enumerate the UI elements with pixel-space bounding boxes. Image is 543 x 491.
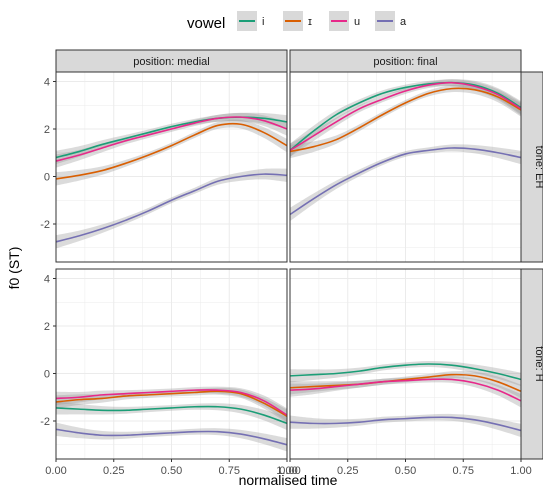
confidence-band xyxy=(290,79,521,158)
series-line xyxy=(290,416,521,432)
panel-data xyxy=(56,112,287,249)
y-tick-label: 2 xyxy=(44,321,50,333)
legend-title: vowel xyxy=(187,15,225,32)
y-tick-label: 0 xyxy=(44,369,50,381)
y-tick-label: 4 xyxy=(44,77,50,89)
legend-item: a xyxy=(375,11,407,31)
confidence-band xyxy=(290,375,521,408)
x-axis-title: normalised time xyxy=(239,472,338,488)
confidence-band xyxy=(290,370,521,398)
series-line xyxy=(56,390,287,417)
x-tick-label: 0.50 xyxy=(395,465,416,477)
y-tick-label: 0 xyxy=(44,172,50,184)
legend-label: i xyxy=(262,16,264,28)
series-line xyxy=(56,173,287,243)
series-line xyxy=(290,81,521,152)
y-tick-label: -2 xyxy=(40,219,50,231)
x-tick-label: 0.25 xyxy=(103,465,124,477)
panel-data xyxy=(290,79,521,222)
series-line xyxy=(56,122,287,180)
series-line xyxy=(56,116,287,162)
series-line xyxy=(56,428,287,446)
panel-data xyxy=(290,360,521,438)
series-line xyxy=(290,373,521,393)
y-tick-label: -2 xyxy=(40,416,50,428)
panel-border xyxy=(289,71,522,263)
series-line xyxy=(56,405,287,425)
confidence-band xyxy=(56,119,287,186)
x-tick-label: 0.75 xyxy=(453,465,474,477)
series-line xyxy=(290,147,521,216)
facet-strip-label: tone: EH xyxy=(533,146,543,189)
x-tick-label: 0.50 xyxy=(161,465,182,477)
legend-item: u xyxy=(329,11,360,31)
legend-label: u xyxy=(354,16,360,28)
gridlines xyxy=(289,269,522,459)
confidence-band xyxy=(290,79,521,158)
series-line xyxy=(290,363,521,381)
legend-item: i xyxy=(237,11,264,31)
x-tick-label: 0.00 xyxy=(45,465,66,477)
series-line xyxy=(290,378,521,402)
facet-strip-row: tone: EH xyxy=(520,71,543,263)
x-tick-label: 1.00 xyxy=(276,465,297,477)
y-tick-label: 2 xyxy=(44,124,50,136)
confidence-band xyxy=(56,168,287,249)
x-tick-label: 0.75 xyxy=(219,465,240,477)
x-tick-label: 0.25 xyxy=(337,465,358,477)
facet-panel: 0.00 0.25 0.50 0.75 1.00 xyxy=(279,268,532,477)
facet-strip-label: position: final xyxy=(373,56,437,68)
facet-strip-label: tone: H xyxy=(533,346,543,382)
confidence-band xyxy=(290,84,521,159)
panel-border xyxy=(55,71,288,263)
series-line xyxy=(56,389,287,416)
facet-panel: -2 0 2 4 0.00 0.25 0.50 0.75 1.00 xyxy=(40,268,298,477)
facet-strip-row: tone: H xyxy=(520,268,543,460)
confidence-band xyxy=(56,401,287,431)
legend-item: ɪ xyxy=(283,11,312,31)
facet-panel: -2 0 2 4 xyxy=(40,71,288,263)
series-line xyxy=(290,87,521,153)
legend-label: a xyxy=(400,16,407,28)
legend-label: ɪ xyxy=(308,16,312,28)
facet-panel xyxy=(289,71,522,263)
confidence-band xyxy=(290,413,521,438)
x-tick-label: 1.00 xyxy=(510,465,531,477)
panel-data xyxy=(56,386,287,452)
legend: vowel i ɪ u a xyxy=(187,11,407,32)
series-line xyxy=(290,81,521,151)
facet-strip-label: position: medial xyxy=(133,56,209,68)
facet-strip-column: position: medial xyxy=(55,49,288,73)
facet-strip-column: position: final xyxy=(289,49,522,73)
y-tick-label: 4 xyxy=(44,274,50,286)
x-tick-label: 0.00 xyxy=(279,465,300,477)
confidence-band xyxy=(56,422,287,452)
confidence-band xyxy=(56,386,287,422)
y-axis-title: f0 (ST) xyxy=(6,247,22,290)
